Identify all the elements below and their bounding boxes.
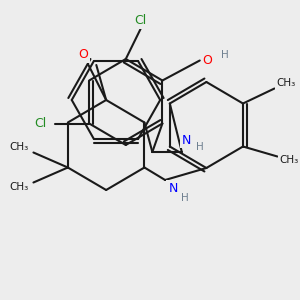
Text: Cl: Cl — [34, 117, 46, 130]
Text: CH₃: CH₃ — [9, 142, 28, 152]
Text: CH₃: CH₃ — [9, 182, 28, 193]
Text: O: O — [79, 49, 88, 62]
Text: O: O — [203, 54, 212, 67]
Text: Cl: Cl — [134, 14, 147, 28]
Text: H: H — [181, 193, 189, 203]
Text: H: H — [221, 50, 229, 61]
Text: H: H — [196, 142, 203, 152]
Text: N: N — [168, 182, 178, 194]
Text: CH₃: CH₃ — [280, 154, 299, 164]
Text: N: N — [182, 134, 191, 146]
Text: CH₃: CH₃ — [277, 79, 296, 88]
